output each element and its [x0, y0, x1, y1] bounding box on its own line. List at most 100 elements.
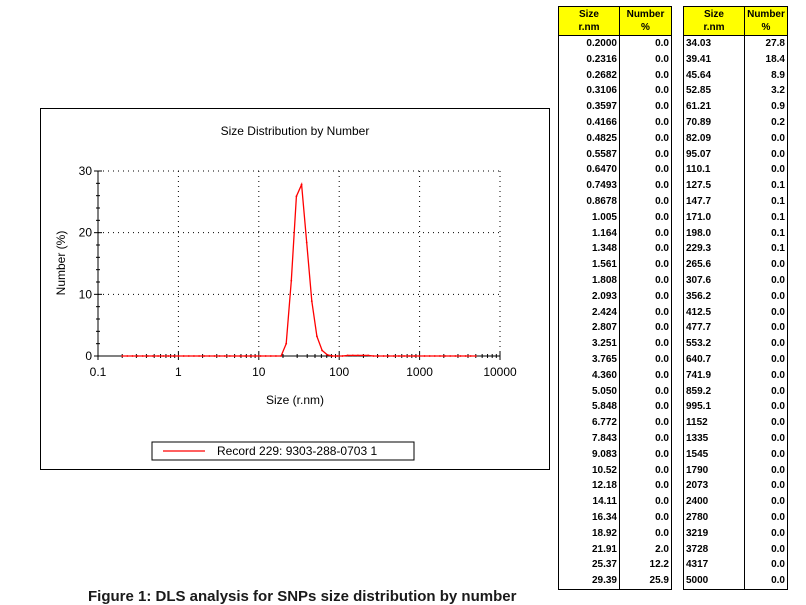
legend: Record 229: 9303-288-0703 1: [151, 441, 415, 461]
table-row: 265.6 0.0: [683, 257, 788, 273]
data-point: [177, 355, 180, 357]
data-point: [259, 355, 262, 357]
size-cell: 5000: [683, 573, 745, 590]
data-point: [377, 355, 380, 357]
table-row: 1.561 0.0: [558, 257, 672, 273]
number-cell: 0.0: [619, 51, 672, 68]
table-row: 553.2 0.0: [683, 336, 788, 352]
y-tick-label: 20: [79, 226, 93, 240]
number-cell: 0.0: [744, 430, 788, 447]
table-row: 2.093 0.0: [558, 288, 672, 305]
size-cell: 95.07: [683, 146, 745, 163]
table-row: 3.765 0.0: [558, 351, 672, 368]
data-point: [121, 355, 124, 357]
y-tick-label: 0: [85, 349, 92, 363]
table-row: 12.18 0.0: [558, 478, 672, 495]
table-row: 16.34 0.0: [558, 509, 672, 526]
table-row: 5.050 0.0: [558, 383, 672, 400]
size-cell: 2073: [683, 478, 745, 495]
data-point: [280, 355, 282, 357]
size-cell: 859.2: [683, 383, 745, 400]
size-cell: 477.7: [683, 320, 745, 337]
size-cell: 0.4166: [558, 114, 620, 131]
table-row: 741.9 0.0: [683, 367, 788, 384]
data-point: [254, 355, 257, 357]
number-cell: 0.0: [619, 162, 672, 179]
table-row: 6.772 0.0: [558, 415, 672, 431]
size-cell: 3.251: [558, 336, 620, 352]
size-cell: 741.9: [683, 367, 745, 384]
size-distribution-chart: Size Distribution by Number 0 10 20 30 0.1 1 10…: [54, 124, 517, 461]
data-point: [341, 355, 344, 357]
data-point: [382, 355, 385, 357]
legend-box: [151, 441, 415, 461]
table-row: 52.85 3.2: [683, 83, 788, 100]
series-line: [122, 182, 476, 357]
data-point: [131, 355, 134, 357]
size-cell: 82.09: [683, 130, 745, 147]
data-point: [126, 355, 129, 357]
size-cell: 147.7: [683, 193, 745, 210]
size-cell: 2.807: [558, 320, 620, 337]
number-cell: 0.0: [619, 272, 672, 289]
data-point: [474, 355, 477, 357]
table-row: 356.2 0.0: [683, 288, 788, 305]
data-point: [213, 355, 216, 357]
size-cell: 14.11: [558, 494, 620, 510]
table-row: 18.92 0.0: [558, 525, 672, 542]
size-cell: 412.5: [683, 304, 745, 321]
x-axis-label: Size (r.nm): [266, 393, 324, 407]
number-cell: 0.0: [744, 541, 788, 558]
table-row: 10.52 0.0: [558, 462, 672, 479]
data-point: [316, 335, 318, 338]
table-row: 9.083 0.0: [558, 446, 672, 463]
table-row: 3219 0.0: [683, 525, 788, 542]
table-row: 5.848 0.0: [558, 399, 672, 416]
table-row: 412.5 0.0: [683, 304, 788, 321]
data-point: [346, 354, 349, 357]
number-cell: 0.0: [619, 399, 672, 416]
number-cell: 0.0: [619, 241, 672, 258]
number-cell: 0.1: [744, 225, 788, 242]
number-cell: 0.0: [744, 509, 788, 526]
data-point: [433, 355, 436, 357]
table-row: 45.64 8.9: [683, 67, 788, 84]
size-cell: 0.2682: [558, 67, 620, 84]
data-point: [336, 355, 339, 357]
data-point: [367, 354, 370, 357]
number-cell: 0.0: [744, 462, 788, 479]
table-row: 477.7 0.0: [683, 320, 788, 337]
table-row: 25.37 12.2: [558, 557, 672, 574]
y-tick-label: 10: [79, 287, 93, 301]
number-cell: 0.0: [619, 209, 672, 226]
number-cell: 0.0: [619, 193, 672, 210]
number-cell: 0.0: [619, 430, 672, 447]
number-cell: 0.0: [619, 525, 672, 542]
number-cell: 0.0: [744, 494, 788, 510]
size-cell: 5.848: [558, 399, 620, 416]
number-cell: 0.0: [744, 272, 788, 289]
number-cell: 0.0: [744, 415, 788, 431]
data-point: [141, 355, 144, 357]
data-point: [146, 355, 149, 357]
number-cell: 0.0: [744, 525, 788, 542]
table-row: 307.6 0.0: [683, 272, 788, 289]
size-cell: 18.92: [558, 525, 620, 542]
table-row: 0.6470 0.0: [558, 162, 672, 179]
data-point: [362, 354, 364, 357]
table-row: 61.21 0.9: [683, 99, 788, 115]
size-cell: 2.424: [558, 304, 620, 321]
size-number-table-right: Size r.nm Number % 34.03 27.8 39.41 18.4 45.…: [683, 6, 788, 590]
table-row: 2.807 0.0: [558, 320, 672, 337]
table-row: 1152 0.0: [683, 415, 788, 431]
data-point: [413, 355, 416, 357]
number-cell: 0.0: [619, 114, 672, 131]
data-point: [418, 355, 421, 357]
number-cell: 0.0: [619, 415, 672, 431]
table-row: 2073 0.0: [683, 478, 788, 495]
table-row: 29.39 25.9: [558, 573, 672, 590]
table-row: 2400 0.0: [683, 494, 788, 510]
data-point: [228, 355, 231, 357]
size-cell: 2.093: [558, 288, 620, 305]
table-row: 0.5587 0.0: [558, 146, 672, 163]
